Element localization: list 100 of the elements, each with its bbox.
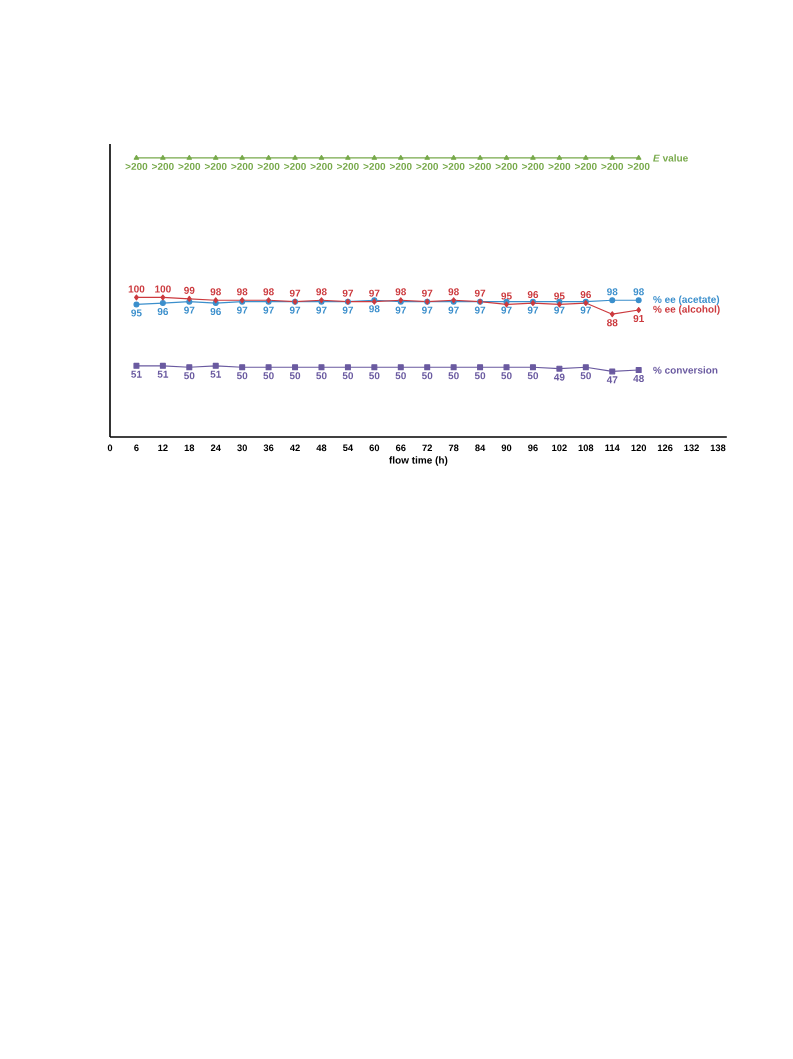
data-label: 97 [395, 306, 406, 314]
data-label: >200 [310, 162, 333, 170]
data-label: 50 [580, 372, 591, 380]
data-label: 50 [236, 372, 248, 380]
x-tick-label: 0 [107, 444, 113, 452]
data-label: >200 [231, 162, 253, 170]
data-label: 100 [155, 285, 171, 293]
x-tick-label: 54 [342, 444, 353, 452]
x-tick-label: 126 [657, 444, 673, 452]
x-tick-label: 114 [605, 444, 620, 451]
data-label: >200 [204, 162, 227, 170]
data-label: 96 [157, 307, 168, 316]
data-label: 50 [527, 372, 538, 380]
data-label: 50 [289, 372, 301, 380]
series-label: % ee (alcohol) [653, 305, 720, 315]
data-label: >200 [442, 162, 465, 170]
data-label: 50 [342, 372, 353, 380]
data-label: 97 [421, 306, 433, 314]
series-label: % ee (acetate) [653, 295, 719, 305]
data-label: 100 [128, 285, 145, 293]
data-label: 96 [210, 307, 221, 316]
data-label: 88 [606, 319, 618, 327]
data-label: 48 [633, 374, 644, 383]
data-label: 97 [580, 306, 591, 314]
data-label: 98 [606, 288, 618, 296]
data-label: 97 [448, 306, 459, 314]
data-label: 50 [316, 372, 327, 380]
data-label: 98 [263, 288, 274, 296]
data-label: 51 [131, 370, 142, 378]
x-tick-label: 90 [501, 444, 512, 452]
data-label: 97 [474, 289, 486, 297]
data-label: >200 [151, 162, 174, 170]
data-label: 95 [131, 309, 142, 317]
data-label: 50 [421, 372, 433, 380]
data-label: 96 [580, 291, 591, 299]
data-label: >200 [257, 162, 280, 170]
data-label: 97 [421, 289, 433, 297]
data-label: 97 [236, 306, 248, 314]
data-label: 98 [633, 288, 644, 296]
x-tick-label: 138 [710, 444, 726, 452]
data-label: 97 [554, 306, 565, 314]
data-label: >200 [336, 162, 359, 170]
data-label: >200 [284, 162, 306, 170]
x-tick-label: 60 [369, 444, 379, 452]
data-label: >200 [469, 162, 491, 170]
data-label: >200 [495, 162, 518, 170]
x-tick-label: 108 [578, 444, 594, 452]
data-label: 51 [157, 370, 168, 378]
data-label: >200 [178, 162, 200, 170]
data-label: 98 [236, 288, 248, 296]
data-label: 50 [368, 372, 380, 380]
data-label: 50 [183, 372, 195, 380]
data-label: >200 [574, 162, 597, 170]
data-label: 97 [342, 289, 353, 297]
data-label: 99 [183, 286, 195, 294]
data-label: 97 [316, 306, 327, 314]
x-tick-label: 24 [210, 444, 221, 452]
data-label: 50 [263, 372, 274, 380]
data-label: 97 [368, 289, 380, 297]
x-tick-label: 96 [527, 444, 538, 452]
data-label: 47 [606, 376, 618, 384]
x-tick-label: 120 [631, 444, 646, 452]
x-tick-label: 84 [475, 444, 486, 452]
data-label: 98 [210, 288, 221, 296]
x-tick-label: 42 [289, 444, 300, 452]
x-tick-label: 36 [263, 444, 274, 452]
data-label: >200 [363, 162, 386, 170]
x-tick-label: 12 [158, 444, 168, 452]
series-label: E value [652, 154, 688, 162]
data-label: >200 [548, 162, 571, 170]
x-tick-label: 18 [184, 444, 195, 452]
data-label: 51 [210, 370, 221, 378]
data-label: 95 [501, 292, 512, 300]
data-label: 98 [316, 288, 327, 296]
data-label: 98 [395, 288, 406, 296]
data-label: 97 [501, 306, 512, 314]
data-label: 91 [633, 314, 644, 323]
x-tick-label: 78 [448, 444, 459, 452]
x-tick-label: 6 [134, 444, 139, 452]
data-label: >200 [601, 162, 623, 170]
data-label: 97 [527, 306, 538, 314]
x-tick-label: 30 [237, 444, 247, 452]
x-tick-label: 132 [684, 444, 699, 452]
data-label: 96 [527, 291, 538, 299]
data-label: >200 [416, 162, 438, 170]
data-label: 97 [342, 306, 353, 314]
x-tick-label: 102 [552, 444, 567, 452]
x-axis-title: flow time (h) [388, 456, 448, 466]
data-label: 97 [263, 306, 274, 314]
data-label: 98 [448, 288, 459, 296]
data-label: 50 [501, 372, 512, 380]
data-label: >200 [125, 162, 148, 170]
series-label: % conversion [653, 366, 718, 374]
data-label: >200 [389, 162, 412, 170]
x-tick-label: 72 [422, 444, 432, 452]
data-label: 49 [553, 373, 565, 381]
data-label: 97 [289, 289, 301, 297]
x-tick-label: 48 [316, 444, 327, 452]
data-label: 50 [448, 372, 459, 380]
data-label: 97 [474, 306, 486, 314]
